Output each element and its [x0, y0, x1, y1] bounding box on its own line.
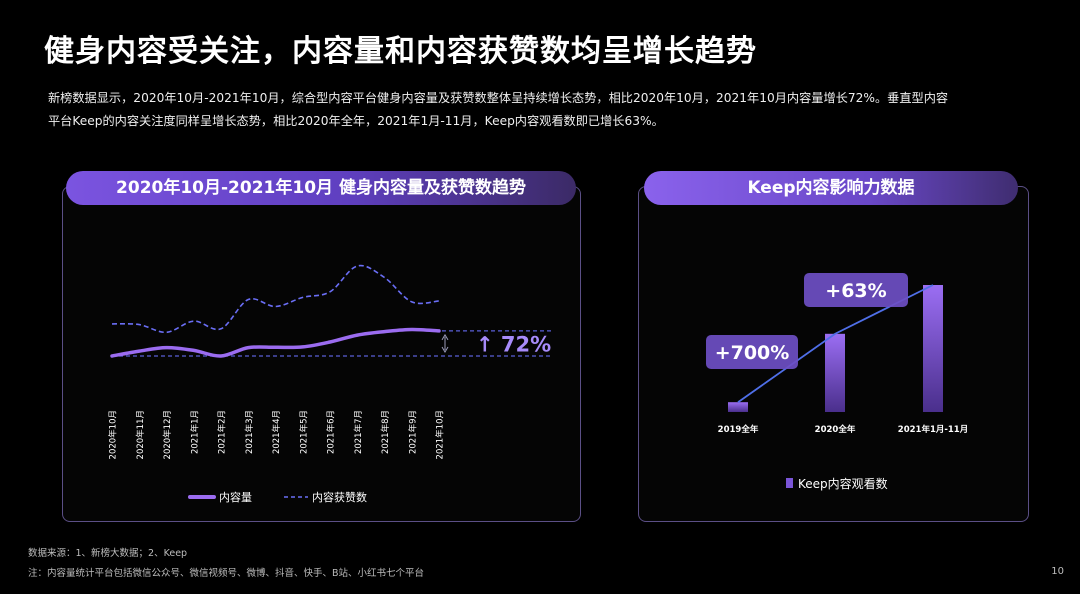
source-note: 数据来源：1、新榜大数据；2、Keep: [28, 548, 188, 559]
x-tick-label: 2021年2月: [217, 410, 228, 454]
growth-callout-box: [706, 335, 798, 369]
series-likes-line: [111, 264, 440, 334]
description-line-1: 新榜数据显示，2020年10月-2021年10月，综合型内容平台健身内容量及获赞…: [48, 91, 949, 105]
page-number: 10: [1051, 566, 1064, 577]
x-tick-label: 2021年4月: [271, 410, 282, 454]
x-tick-label: 2020年10月: [108, 410, 119, 459]
bar: [825, 333, 845, 412]
keep-bar-chart: 2019全年 2020全年 2021年1月-11月 +700% +63% Keep内容…: [706, 273, 968, 491]
growth-arrow-bottom: [441, 346, 449, 353]
bar: [728, 402, 748, 412]
x-tick-label: 2021年1月-11月: [898, 424, 968, 435]
legend-label: Keep内容观看数: [798, 476, 888, 491]
x-tick-label: 2021年5月: [298, 410, 309, 454]
series-volume-line: [110, 327, 441, 358]
growth-annotation: ↑ 72%: [476, 332, 551, 356]
x-tick-label: 2021年8月: [380, 410, 391, 454]
x-tick-label: 2021年6月: [326, 410, 337, 454]
x-tick-label: 2020年11月: [135, 410, 146, 459]
x-tick-label: 2021年10月: [435, 410, 446, 459]
legend-likes-label: 内容获赞数: [312, 490, 367, 504]
footnote: 注：内容量统计平台包括微信公众号、微信视频号、微博、抖音、快手、B站、小红书七个…: [28, 568, 425, 579]
x-tick-label: 2019全年: [718, 424, 759, 435]
x-tick-label: 2020全年: [815, 424, 856, 435]
x-tick-label: 2021年1月: [189, 410, 200, 454]
description-line-2: 平台Keep的内容关注度同样呈增长态势，相比2020年全年，2021年1月-11…: [48, 114, 664, 128]
keep-chart-title: Keep内容影响力数据: [644, 171, 1018, 205]
growth-callout-label: +63%: [825, 280, 886, 302]
x-tick-label: 2020年12月: [162, 410, 173, 459]
growth-arrow-top: [441, 333, 449, 341]
trend-line-chart: 2020年10月 2020年11月 2020年12月 2021年1月 2021年2月 20…: [108, 264, 552, 504]
x-tick-label: 2021年9月: [407, 410, 418, 454]
legend-swatch: [786, 478, 793, 488]
trend-chart-panel: [62, 186, 581, 522]
page-title: 健身内容受关注，内容量和内容获赞数均呈增长趋势: [44, 34, 757, 69]
legend-volume-label: 内容量: [219, 490, 252, 504]
growth-callout-label: +700%: [715, 342, 790, 364]
growth-callout-box: [804, 273, 908, 307]
x-tick-label: 2021年3月: [244, 410, 255, 454]
trend-chart-title: 2020年10月-2021年10月 健身内容量及获赞数趋势: [66, 171, 576, 205]
x-tick-label: 2021年7月: [353, 410, 364, 454]
page-description: 新榜数据显示，2020年10月-2021年10月，综合型内容平台健身内容量及获赞…: [48, 87, 1048, 133]
bar: [923, 285, 943, 412]
